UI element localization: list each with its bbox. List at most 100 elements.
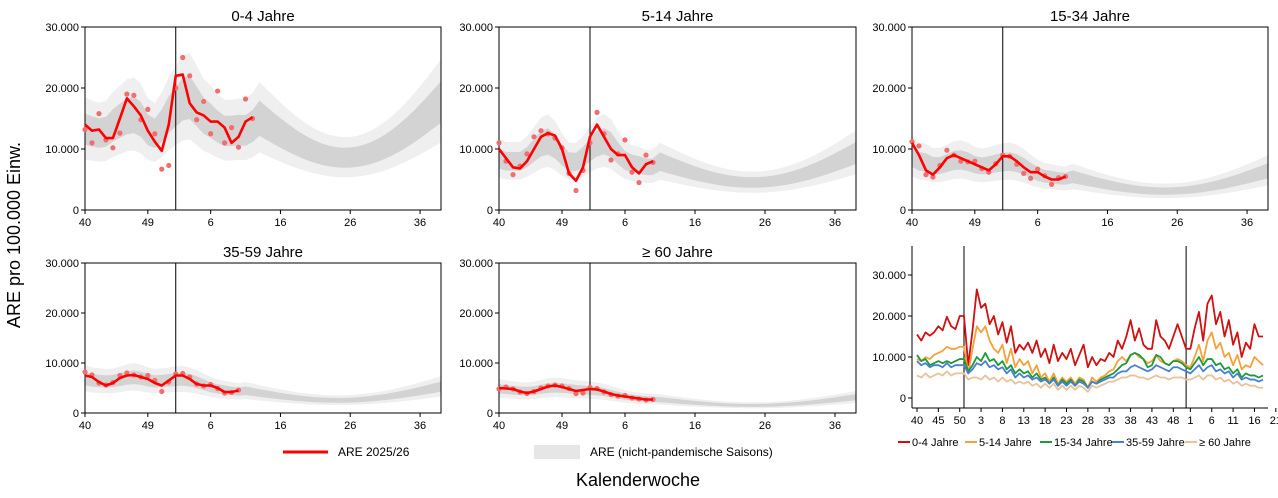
panel-title: 15-34 Jahre bbox=[1050, 8, 1130, 25]
observed-point bbox=[1028, 175, 1034, 181]
observed-point bbox=[538, 128, 544, 134]
y-tick-label: 30.000 bbox=[459, 258, 493, 270]
plot-frame bbox=[498, 26, 857, 211]
observed-point bbox=[524, 151, 530, 157]
observed-point bbox=[131, 92, 137, 98]
x-tick-label: 40 bbox=[79, 217, 91, 229]
observed-point bbox=[159, 166, 165, 172]
x-tick-label: 36 bbox=[829, 217, 841, 229]
x-tick-label: 11 bbox=[1227, 415, 1238, 427]
plot-frame bbox=[911, 26, 1269, 211]
observed-point bbox=[1035, 166, 1041, 172]
observed-point bbox=[145, 106, 151, 112]
series-line-3 bbox=[916, 360, 1264, 389]
x-tick-label: 6 bbox=[622, 217, 628, 229]
observed-point bbox=[531, 134, 537, 140]
y-tick-label: 10.000 bbox=[45, 144, 79, 156]
observed-point bbox=[96, 111, 102, 117]
observed-point bbox=[622, 137, 628, 143]
y-tick-label: 30.000 bbox=[459, 22, 493, 34]
y-tick-label: 0 bbox=[487, 408, 493, 420]
x-tick-label: 16 bbox=[1248, 415, 1260, 427]
y-tick-label: 10.000 bbox=[459, 144, 493, 156]
x-tick-label: 49 bbox=[142, 420, 154, 432]
legend-label: ≥ 60 Jahre bbox=[1199, 437, 1251, 449]
legend-label: 35-59 Jahre bbox=[1126, 437, 1185, 449]
x-tick-label: 36 bbox=[829, 420, 841, 432]
series-line-are-2025-26 bbox=[910, 142, 1067, 181]
observed-point bbox=[1021, 170, 1027, 176]
x-tick-label: 45 bbox=[932, 415, 944, 427]
observed-point bbox=[496, 140, 502, 146]
series-line-0 bbox=[916, 288, 1263, 369]
y-tick-label: 20.000 bbox=[872, 311, 906, 323]
legend-label: 5-14 Jahre bbox=[979, 437, 1032, 449]
series-line-are-2025-26 bbox=[84, 373, 239, 394]
y-tick-label: 0 bbox=[73, 205, 79, 217]
series-line-1 bbox=[916, 325, 1264, 389]
observed-point bbox=[636, 179, 642, 186]
y-tick-label: 20.000 bbox=[45, 83, 79, 95]
y-tick-label: 20.000 bbox=[872, 83, 906, 95]
observed-point bbox=[208, 131, 214, 137]
y-tick-label: 30.000 bbox=[872, 270, 906, 282]
x-tick-label: 26 bbox=[759, 420, 771, 432]
y-tick-label: 10.000 bbox=[872, 144, 906, 156]
x-tick-label: 43 bbox=[1146, 415, 1158, 427]
band-outer bbox=[912, 135, 1268, 199]
x-tick-label: 16 bbox=[689, 217, 701, 229]
y-tick-label: 20.000 bbox=[45, 308, 79, 320]
x-tick-label: 6 bbox=[208, 420, 214, 432]
y-tick-label: 10.000 bbox=[459, 358, 493, 370]
x-tick-label: 8 bbox=[999, 415, 1005, 427]
observed-point bbox=[629, 169, 635, 175]
x-tick-label: 49 bbox=[969, 217, 981, 229]
x-tick-label: 6 bbox=[622, 420, 628, 432]
band-inner bbox=[85, 75, 441, 168]
x-tick-label: 6 bbox=[1035, 217, 1041, 229]
plot-frame bbox=[84, 26, 442, 211]
x-tick-label: 16 bbox=[274, 217, 286, 229]
observed-point bbox=[124, 91, 130, 97]
legend-label: 0-4 Jahre bbox=[912, 437, 958, 449]
x-tick-label: 36 bbox=[414, 217, 426, 229]
x-tick-label: 28 bbox=[1082, 415, 1094, 427]
chart-0-4-jahre: 0 10.000 20.000 30.000 40 49 6 16 26 36 0-4 Jahre bbox=[45, 8, 442, 229]
y-tick-label: 20.000 bbox=[459, 83, 493, 95]
y-tick-label: 0 bbox=[487, 205, 493, 217]
bottom-legend: ARE 2025/26 ARE (nicht-pandemische Saiso… bbox=[283, 445, 773, 459]
observed-point bbox=[580, 390, 586, 396]
series-line-are-2025-26 bbox=[497, 123, 654, 183]
x-tick-label: 13 bbox=[1018, 415, 1030, 427]
x-tick-label: 26 bbox=[759, 217, 771, 229]
y-tick-label: 30.000 bbox=[872, 22, 906, 34]
plot-frame bbox=[84, 262, 442, 414]
y-tick-label: 0 bbox=[900, 393, 906, 405]
x-tick-label: 49 bbox=[556, 420, 568, 432]
y-tick-label: 30.000 bbox=[45, 22, 79, 34]
panel-title: ≥ 60 Jahre bbox=[642, 244, 713, 261]
observed-point bbox=[89, 140, 95, 146]
x-tick-label: 26 bbox=[344, 420, 356, 432]
observed-point bbox=[82, 369, 88, 375]
x-tick-label: 36 bbox=[414, 420, 426, 432]
observed-point bbox=[145, 372, 151, 379]
observed-point bbox=[1049, 181, 1055, 187]
observed-point bbox=[242, 96, 249, 102]
observed-point bbox=[152, 131, 158, 137]
observed-point bbox=[228, 125, 235, 131]
observed-point bbox=[923, 172, 929, 178]
x-tick-label: 1 bbox=[1187, 415, 1193, 427]
x-tick-label: 36 bbox=[1241, 217, 1253, 229]
band-outer bbox=[499, 377, 856, 409]
observed-point bbox=[510, 172, 516, 178]
observed-point bbox=[82, 126, 88, 133]
x-tick-label: 40 bbox=[79, 420, 91, 432]
chart-5-14-jahre: 0 10.000 20.000 30.000 40 49 6 16 26 36 5-14 Jahre bbox=[459, 8, 857, 229]
observed-point bbox=[159, 388, 165, 395]
y-tick-label: 0 bbox=[900, 205, 906, 217]
observed-point bbox=[608, 157, 614, 163]
observed-point bbox=[194, 117, 200, 123]
x-tick-label: 26 bbox=[344, 217, 356, 229]
plot-frame bbox=[498, 262, 857, 414]
